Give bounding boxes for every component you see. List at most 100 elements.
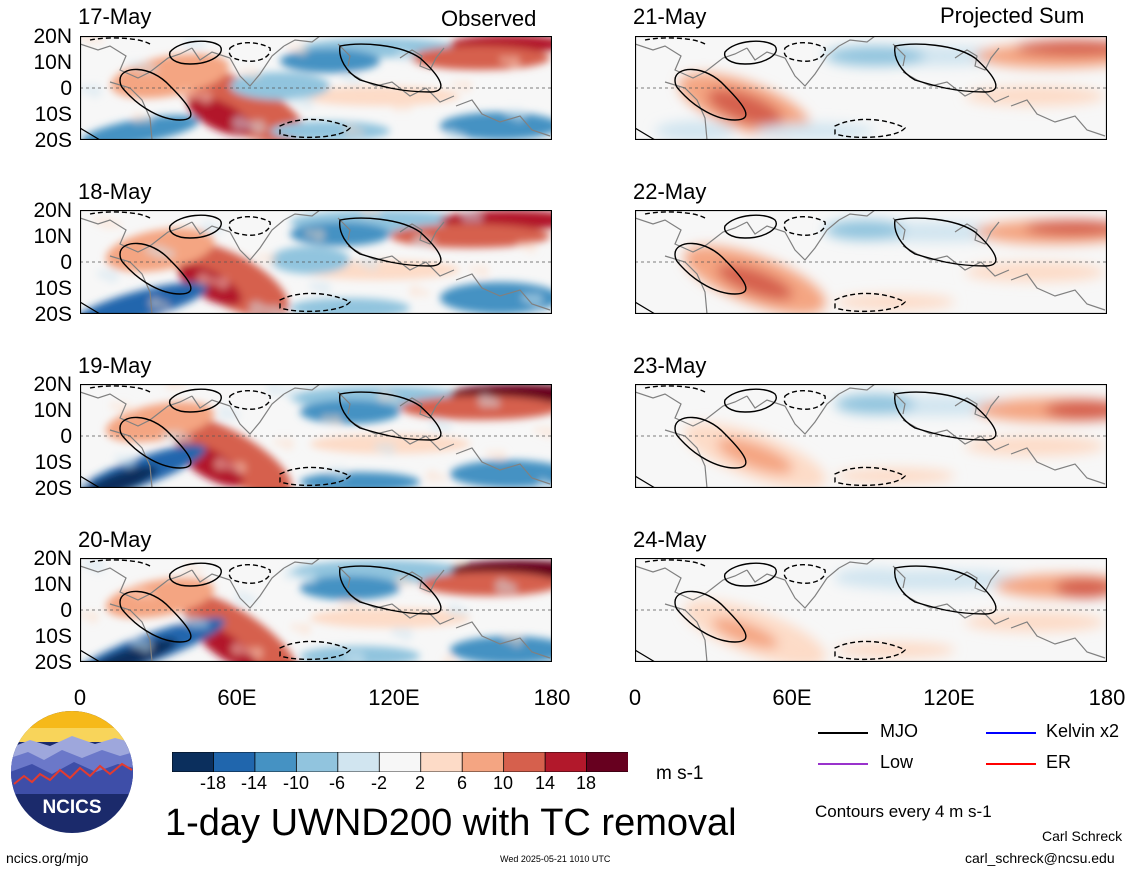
- wind-anomaly-speckle: [339, 599, 347, 607]
- wind-anomaly-speckle: [309, 281, 319, 291]
- wind-anomaly-blob: [965, 262, 1105, 282]
- wind-anomaly-speckle: [247, 595, 257, 605]
- wind-anomaly-speckle: [199, 619, 209, 629]
- wind-anomaly-speckle: [183, 563, 195, 575]
- observed-title: Observed: [441, 6, 537, 31]
- wind-anomaly-speckle: [351, 651, 365, 662]
- wind-anomaly-speckle: [361, 210, 373, 217]
- wind-anomaly-speckle: [478, 394, 492, 408]
- coastline: [664, 255, 708, 314]
- wind-anomaly-speckle: [378, 390, 390, 402]
- map-field: [635, 210, 1107, 314]
- wind-anomaly-speckle: [182, 434, 192, 444]
- lon-label: 0: [73, 685, 87, 710]
- wind-anomaly-speckle: [91, 559, 105, 573]
- colorbar-label: 2: [414, 773, 426, 793]
- wind-anomaly-blob: [1025, 220, 1107, 236]
- coastline: [1010, 447, 1106, 485]
- wind-anomaly-speckle: [347, 599, 359, 611]
- coastline: [746, 219, 840, 261]
- map-field: [80, 558, 552, 662]
- map-field: [80, 384, 552, 488]
- wind-anomaly-speckle: [96, 36, 104, 44]
- footer-timestamp: Wed 2025-05-21 1010 UTC: [500, 854, 611, 864]
- colorbar-swatch: [586, 751, 629, 773]
- wind-anomaly-blob: [440, 282, 552, 314]
- contour-mjo: [674, 68, 747, 121]
- wind-anomaly-speckle: [248, 68, 260, 80]
- coastline: [954, 569, 1000, 593]
- coastline: [838, 36, 876, 47]
- coastline: [109, 603, 153, 662]
- contour-mjo: [80, 649, 101, 662]
- legend-line-kelvin: [986, 732, 1036, 734]
- wind-anomaly-blob: [82, 465, 158, 488]
- wind-anomaly-speckle: [274, 438, 282, 446]
- contour-mjo: [168, 562, 222, 587]
- colorbar-label: 6: [456, 773, 468, 793]
- contour-negative: [228, 42, 271, 62]
- contour-mjo: [339, 43, 442, 93]
- coastline: [109, 81, 153, 140]
- wind-anomaly-blob: [1045, 400, 1107, 420]
- wind-anomaly-speckle: [128, 60, 138, 70]
- coastline: [191, 219, 285, 261]
- contour-mjo: [119, 68, 192, 121]
- contour-negative: [783, 216, 826, 236]
- contour-mjo: [339, 565, 442, 615]
- coastline: [664, 603, 708, 662]
- legend-line-mjo: [818, 732, 868, 734]
- map-frame: [80, 36, 552, 140]
- wind-anomaly-speckle: [374, 442, 384, 452]
- wind-anomaly-speckle: [442, 422, 452, 432]
- wind-anomaly-speckle: [149, 297, 161, 309]
- contour-mjo: [635, 649, 656, 662]
- wind-anomaly-speckle: [178, 384, 186, 390]
- wind-anomaly-speckle: [252, 120, 266, 134]
- date-label-right-3: 23-May: [633, 353, 707, 378]
- map-panel-observed-20-may: [80, 558, 552, 662]
- wind-anomaly-speckle: [161, 301, 169, 309]
- wind-anomaly-blob: [965, 612, 1105, 632]
- contour-mjo: [119, 416, 192, 469]
- wind-anomaly-blob: [965, 86, 1105, 106]
- coastline: [892, 43, 906, 67]
- map-field: [635, 384, 1107, 488]
- contour-negative: [89, 385, 151, 393]
- coastline: [283, 384, 321, 395]
- colorbar-label: -14: [240, 773, 268, 793]
- lon-label: 120E: [923, 685, 975, 710]
- wind-anomaly-blob: [1015, 40, 1107, 56]
- map-frame: [635, 36, 1107, 140]
- contour-negative: [644, 37, 706, 45]
- contour-negative: [89, 211, 151, 219]
- legend-label-mjo: MJO: [880, 721, 918, 741]
- contour-mjo: [894, 565, 997, 615]
- colorbar-label: 14: [534, 773, 556, 793]
- wind-anomaly-speckle: [348, 72, 362, 86]
- contour-mjo: [723, 214, 777, 239]
- wind-anomaly-speckle: [165, 249, 175, 259]
- date-label-left-1: 17-May: [78, 4, 152, 29]
- wind-anomaly-speckle: [131, 639, 141, 649]
- contour-negative: [279, 118, 352, 139]
- legend-contour-note: Contours every 4 m s-1: [815, 802, 992, 821]
- logo-text: NCICS: [42, 797, 101, 818]
- wind-anomaly-speckle: [179, 615, 189, 625]
- map-panel-projected-21-may: [635, 36, 1107, 140]
- wind-anomaly-speckle: [322, 414, 330, 422]
- wind-anomaly-speckle: [195, 567, 203, 575]
- coastline: [455, 99, 551, 137]
- date-label-right-1: 21-May: [633, 4, 707, 29]
- wind-anomaly-speckle: [135, 587, 147, 599]
- coastline: [191, 45, 285, 87]
- wind-anomaly-speckle: [166, 384, 178, 390]
- wind-anomaly-blob: [178, 264, 242, 306]
- wind-anomaly-speckle: [184, 36, 198, 50]
- colorbar-label: -18: [199, 773, 227, 793]
- date-label-right-4: 24-May: [633, 527, 707, 552]
- wind-anomaly-blob: [835, 468, 955, 484]
- contour-mjo: [119, 590, 192, 643]
- wind-anomaly-blob: [410, 46, 550, 70]
- wind-anomaly-speckle: [80, 478, 88, 488]
